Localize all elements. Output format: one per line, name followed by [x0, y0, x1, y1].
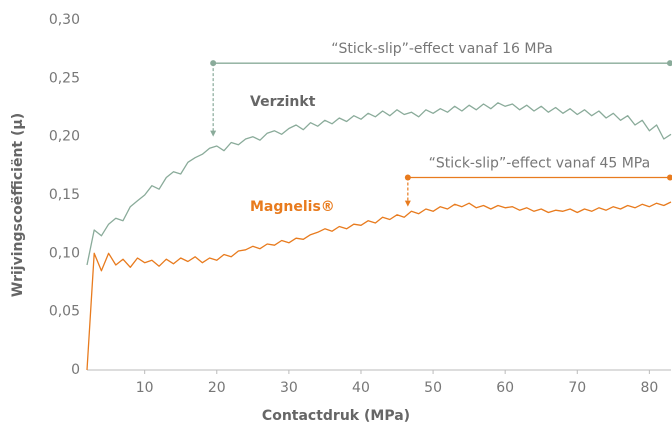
annotation-dot [667, 174, 672, 181]
y-tick-label: 0,15 [49, 187, 80, 203]
y-tick-label: 0,05 [49, 304, 80, 320]
y-tick-label: 0,30 [49, 12, 80, 28]
annotation-text: “Stick-slip”-effect vanaf 16 MPa [331, 41, 553, 57]
y-tick-label: 0,20 [49, 129, 80, 145]
x-tick-label: 20 [208, 380, 226, 396]
annotation-arrow [404, 200, 411, 207]
annotation-text: “Stick-slip”-effect vanaf 45 MPa [429, 156, 651, 172]
x-tick-label: 50 [424, 380, 442, 396]
series-label: Magnelis® [250, 199, 335, 215]
y-tick-label: 0 [71, 362, 80, 378]
x-tick-label: 80 [640, 380, 658, 396]
x-tick-label: 60 [496, 380, 514, 396]
annotation-dot [667, 60, 672, 67]
x-tick-label: 70 [568, 380, 586, 396]
series-line [86, 102, 672, 266]
y-tick-label: 0,10 [49, 245, 80, 261]
x-tick-label: 30 [280, 380, 298, 396]
y-tick-label: 0,25 [49, 70, 80, 86]
series-label: Verzinkt [250, 94, 316, 110]
annotation-arrow [210, 130, 217, 137]
x-axis-label: Contactdruk (MPa) [262, 408, 410, 424]
series-line [86, 201, 672, 371]
x-tick-label: 10 [136, 380, 154, 396]
x-tick-label: 40 [352, 380, 370, 396]
y-axis-label: Wrijvingscoëfficiënt (µ) [10, 113, 26, 297]
